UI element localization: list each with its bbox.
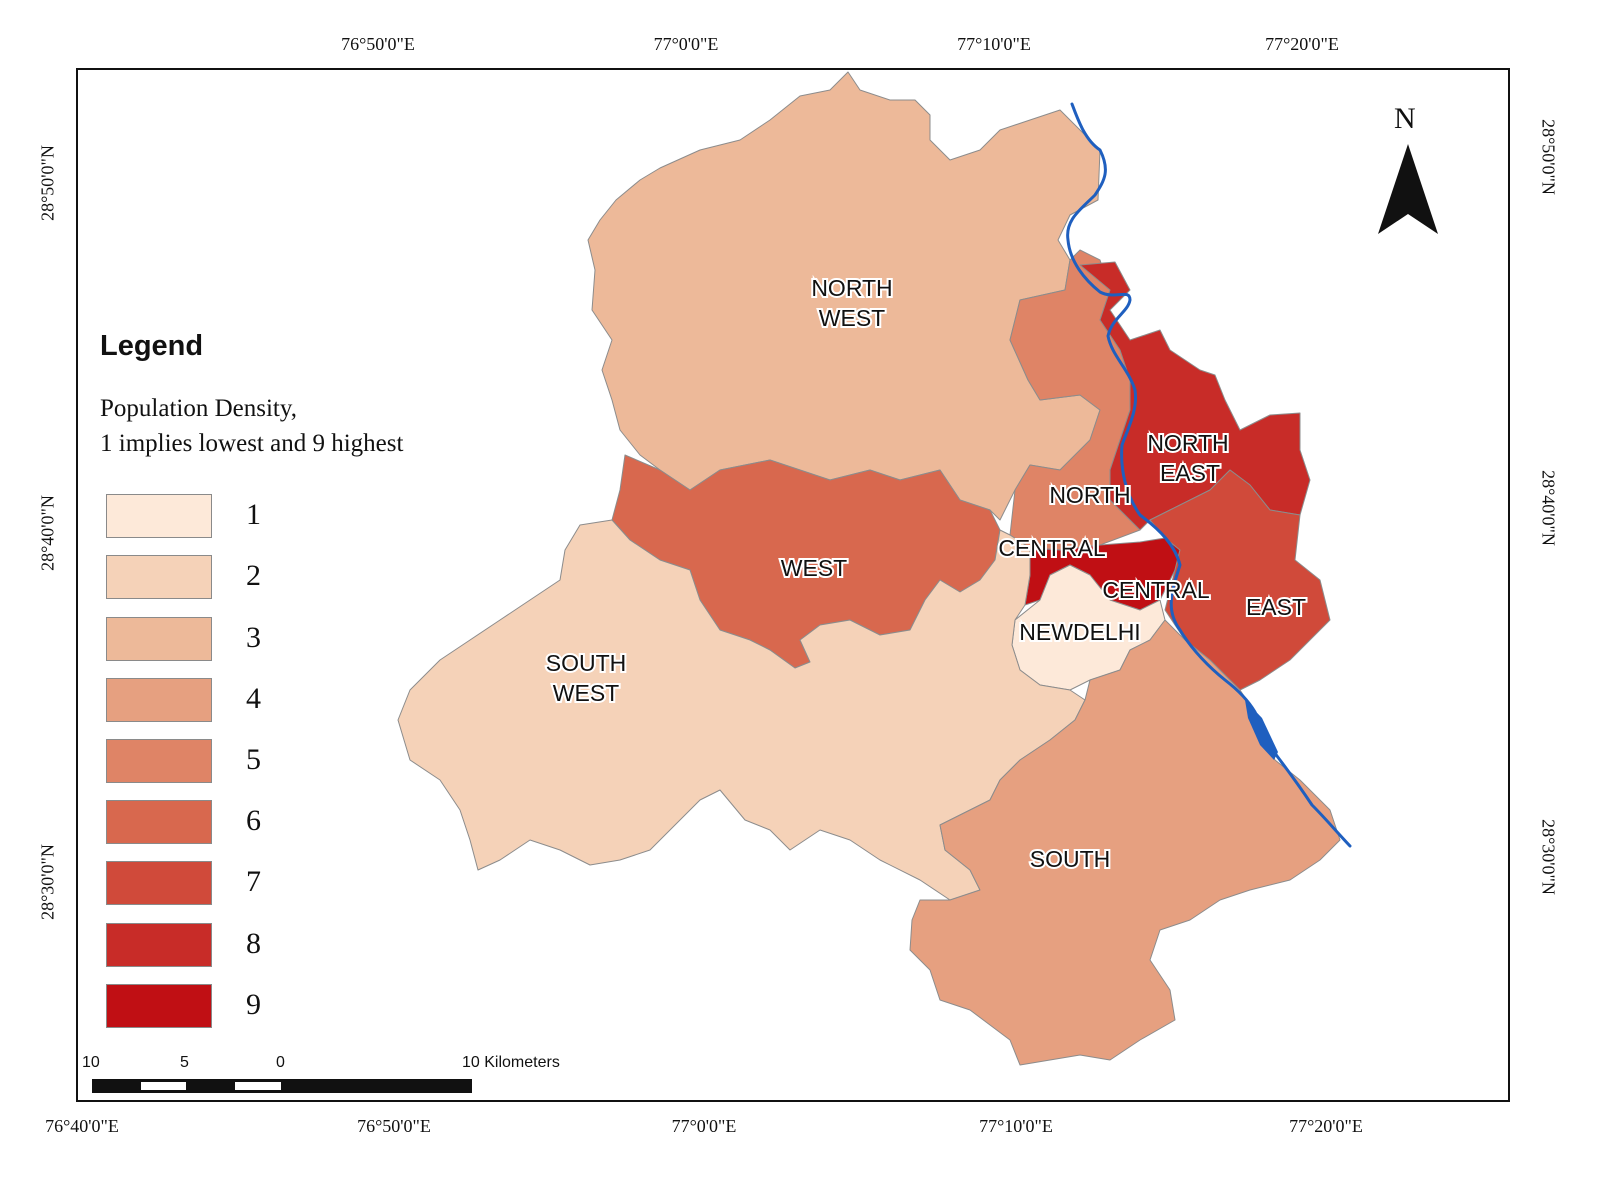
- label-central: CENTRAL: [1102, 577, 1210, 603]
- lon-tick-top: 77°10'0"E: [957, 34, 1031, 54]
- label-north-west-line1: NORTH: [811, 275, 892, 301]
- lon-tick-bottom: 77°10'0"E: [979, 1116, 1053, 1136]
- scale-label: 0: [276, 1054, 285, 1071]
- legend-swatch: [106, 923, 212, 967]
- legend-label: 7: [246, 865, 261, 898]
- lon-tick-bottom: 76°40'0"E: [45, 1116, 119, 1136]
- legend-title: Legend: [100, 330, 204, 362]
- lon-tick-top: 77°20'0"E: [1265, 34, 1339, 54]
- lon-tick-bottom: 77°0'0"E: [671, 1116, 737, 1136]
- legend-swatch: [106, 861, 212, 905]
- district-east: [1149, 469, 1331, 691]
- label-south: SOUTH: [1030, 846, 1111, 872]
- legend-swatch: [106, 555, 212, 599]
- legend-swatch: [106, 984, 212, 1028]
- legend-description: 1 implies lowest and 9 highest: [100, 430, 404, 457]
- legend-label: 5: [246, 743, 261, 776]
- label-west: WEST: [781, 555, 847, 581]
- legend-swatch: [106, 678, 212, 722]
- lon-tick-top: 77°0'0"E: [653, 34, 719, 54]
- label-north-west-line2: WEST: [819, 305, 885, 331]
- label-north-east-line1: NORTH: [1147, 430, 1228, 456]
- legend-label: 2: [246, 559, 261, 592]
- legend-label: 3: [246, 621, 261, 654]
- legend-description: Population Density,: [100, 395, 297, 422]
- lon-tick-top: 76°50'0"E: [341, 34, 415, 54]
- label-south-west-line2: WEST: [553, 680, 619, 706]
- scale-label: 10 Kilometers: [462, 1054, 560, 1071]
- scale-bar: [92, 1079, 472, 1093]
- lon-tick-bottom: 76°50'0"E: [357, 1116, 431, 1136]
- north-arrow-label: N: [1394, 102, 1416, 135]
- legend-label: 1: [246, 498, 261, 531]
- legend-label: 9: [246, 988, 261, 1021]
- legend-swatch: [106, 800, 212, 844]
- label-east: EAST: [1246, 594, 1306, 620]
- district-south: [909, 619, 1341, 1066]
- scale-label: 5: [180, 1054, 189, 1071]
- river-widening: [1245, 700, 1278, 760]
- label-north: NORTH: [1049, 482, 1130, 508]
- lon-tick-bottom: 77°20'0"E: [1289, 1116, 1363, 1136]
- legend-label: 8: [246, 927, 261, 960]
- north-arrow-icon: [1378, 144, 1438, 234]
- scale-label: 10: [82, 1054, 100, 1071]
- label-south-west-line1: SOUTH: [546, 650, 627, 676]
- label-new-delhi: NEWDELHI: [1019, 619, 1140, 645]
- legend-swatch: [106, 739, 212, 783]
- map-frame: [76, 68, 1510, 1102]
- legend-label: 4: [246, 682, 261, 715]
- label-north-east-line2: EAST: [1160, 460, 1220, 486]
- legend-label: 6: [246, 804, 261, 837]
- legend-swatch: [106, 494, 212, 538]
- legend-swatch: [106, 617, 212, 661]
- label-central-left: CENTRAL: [998, 535, 1106, 561]
